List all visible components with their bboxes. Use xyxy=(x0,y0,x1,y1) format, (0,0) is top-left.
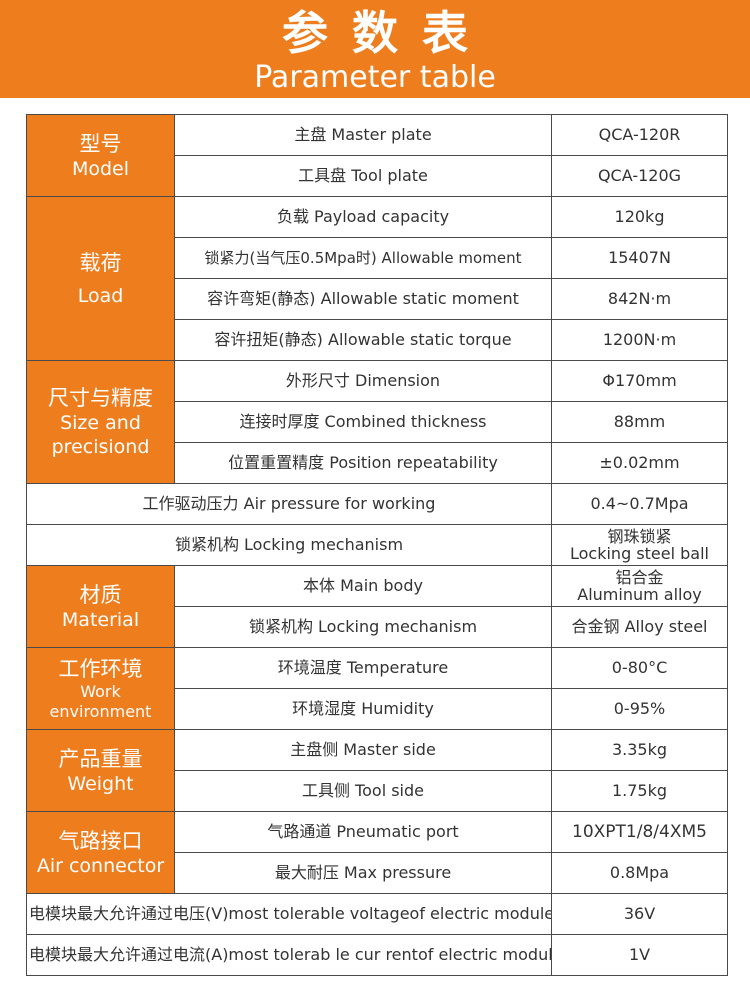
param-value-cn: 钢珠锁紧 xyxy=(607,527,672,546)
table-row: 载荷 Load 负载 Payload capacity 120kg xyxy=(26,196,728,361)
param-label: 容许扭矩(静态) Allowable static torque xyxy=(174,319,552,361)
param-label: 负载 Payload capacity xyxy=(174,196,552,238)
table-row: 气路接口 Air connector 气路通道 Pneumatic port 1… xyxy=(26,811,728,894)
table-row: 最大耐压 Max pressure 0.8Mpa xyxy=(27,852,728,894)
table-row: 材质 Material 本体 Main body 铝合金 Aluminum al… xyxy=(26,565,728,648)
page-header: 参数表 Parameter table xyxy=(0,0,750,98)
category-environment: 工作环境 Work environment xyxy=(26,647,175,730)
category-label-en: Weight xyxy=(67,772,134,795)
param-value: 36V xyxy=(551,893,728,935)
table-row: 环境湿度 Humidity 0-95% xyxy=(27,688,728,730)
param-value: 1200N·m xyxy=(551,319,728,361)
param-value: 合金钢 Alloy steel xyxy=(551,606,728,648)
table-row: 容许扭矩(静态) Allowable static torque 1200N·m xyxy=(27,319,728,361)
category-weight: 产品重量 Weight xyxy=(26,729,175,812)
param-value-en: Aluminum alloy xyxy=(577,585,702,604)
category-size: 尺寸与精度 Size and precisiond xyxy=(26,360,175,484)
param-value: ±0.02mm xyxy=(551,442,728,484)
param-value: Φ170mm xyxy=(551,360,728,402)
param-label: 主盘 Master plate xyxy=(174,114,552,156)
category-label-en: Load xyxy=(77,284,124,307)
parameter-table: 型号 Model 主盘 Master plate QCA-120R 工具盘 To… xyxy=(26,114,728,976)
category-label-cn: 材质 xyxy=(79,582,122,607)
category-label-cn: 尺寸与精度 xyxy=(48,386,153,410)
param-label: 工具盘 Tool plate xyxy=(174,155,552,197)
category-load: 载荷 Load xyxy=(26,196,175,361)
category-label-cn: 型号 xyxy=(79,131,122,156)
category-label-en: Size and xyxy=(60,412,141,434)
param-value: 88mm xyxy=(551,401,728,443)
table-row: 锁紧力(当气压0.5Mpa时) Allowable moment 15407N xyxy=(27,237,728,279)
table-row: 电模块最大允许通过电流(A)most tolerab le cur rentof… xyxy=(26,934,728,976)
param-value: 1V xyxy=(551,934,728,976)
param-value: 0.8Mpa xyxy=(551,852,728,894)
param-label: 最大耐压 Max pressure xyxy=(174,852,552,894)
param-value: 钢珠锁紧 Locking steel ball xyxy=(551,524,728,566)
param-value: 10XPT1/8/4XM5 xyxy=(551,811,728,853)
param-value: 0-80°C xyxy=(551,647,728,689)
page-title-en: Parameter table xyxy=(254,60,496,95)
category-label-cn: 气路接口 xyxy=(58,828,143,853)
param-label: 锁紧机构 Locking mechanism xyxy=(174,606,552,648)
category-air: 气路接口 Air connector xyxy=(26,811,175,894)
param-label: 主盘侧 Master side xyxy=(174,729,552,771)
param-value: 120kg xyxy=(551,196,728,238)
param-label: 外形尺寸 Dimension xyxy=(174,360,552,402)
param-label: 电模块最大允许通过电流(A)most tolerab le cur rentof… xyxy=(26,934,552,976)
param-label: 容许弯矩(静态) Allowable static moment xyxy=(174,278,552,320)
table-row: 工具侧 Tool side 1.75kg xyxy=(27,770,728,812)
table-row: 锁紧机构 Locking mechanism 合金钢 Alloy steel xyxy=(27,606,728,648)
param-label: 气路通道 Pneumatic port xyxy=(174,811,552,853)
category-material: 材质 Material xyxy=(26,565,175,648)
param-label: 电模块最大允许通过电压(V)most tolerable voltageof e… xyxy=(26,893,552,935)
param-value: 铝合金 Aluminum alloy xyxy=(551,565,728,607)
category-model: 型号 Model xyxy=(26,114,175,197)
param-value: 0-95% xyxy=(551,688,728,730)
page-title-cn: 参数表 xyxy=(282,6,492,60)
table-row: 型号 Model 主盘 Master plate QCA-120R xyxy=(26,114,728,197)
table-row: 尺寸与精度 Size and precisiond 外形尺寸 Dimension… xyxy=(26,360,728,484)
param-label: 工具侧 Tool side xyxy=(174,770,552,812)
table-row: 锁紧机构 Locking mechanism 钢珠锁紧 Locking stee… xyxy=(26,524,728,566)
param-label: 位置重置精度 Position repeatability xyxy=(174,442,552,484)
category-label-en: Work environment xyxy=(49,681,152,721)
param-value: 1.75kg xyxy=(551,770,728,812)
category-label-en: Model xyxy=(71,157,130,180)
category-label-en: Air connector xyxy=(36,854,165,877)
category-label-cn: 产品重量 xyxy=(58,746,143,771)
param-value: 3.35kg xyxy=(551,729,728,771)
category-label-en: precisiond xyxy=(51,436,150,458)
table-row: 工作驱动压力 Air pressure for working 0.4~0.7M… xyxy=(26,483,728,525)
param-value-en: Locking steel ball xyxy=(570,544,709,563)
category-label-cn: 载荷 xyxy=(79,250,122,275)
table-row: 产品重量 Weight 主盘侧 Master side 3.35kg xyxy=(26,729,728,812)
param-value-cn: 铝合金 xyxy=(615,568,664,587)
param-label: 环境湿度 Humidity xyxy=(174,688,552,730)
table-row: 工作环境 Work environment 环境温度 Temperature 0… xyxy=(26,647,728,730)
category-label-cn: 工作环境 xyxy=(58,656,143,681)
param-value: QCA-120R xyxy=(551,114,728,156)
table-row: 工具盘 Tool plate QCA-120G xyxy=(27,155,728,197)
table-row: 位置重置精度 Position repeatability ±0.02mm xyxy=(27,442,728,484)
param-value: QCA-120G xyxy=(551,155,728,197)
param-label: 环境温度 Temperature xyxy=(174,647,552,689)
category-label-en: Material xyxy=(61,608,140,631)
param-label: 本体 Main body xyxy=(174,565,552,607)
param-value: 15407N xyxy=(551,237,728,279)
param-value: 0.4~0.7Mpa xyxy=(551,483,728,525)
param-label: 锁紧力(当气压0.5Mpa时) Allowable moment xyxy=(174,237,552,279)
table-row: 连接时厚度 Combined thickness 88mm xyxy=(27,401,728,443)
param-label: 锁紧机构 Locking mechanism xyxy=(26,524,552,566)
param-label: 工作驱动压力 Air pressure for working xyxy=(26,483,552,525)
param-value: 842N·m xyxy=(551,278,728,320)
table-row: 容许弯矩(静态) Allowable static moment 842N·m xyxy=(27,278,728,320)
param-label: 连接时厚度 Combined thickness xyxy=(174,401,552,443)
table-row: 电模块最大允许通过电压(V)most tolerable voltageof e… xyxy=(26,893,728,935)
